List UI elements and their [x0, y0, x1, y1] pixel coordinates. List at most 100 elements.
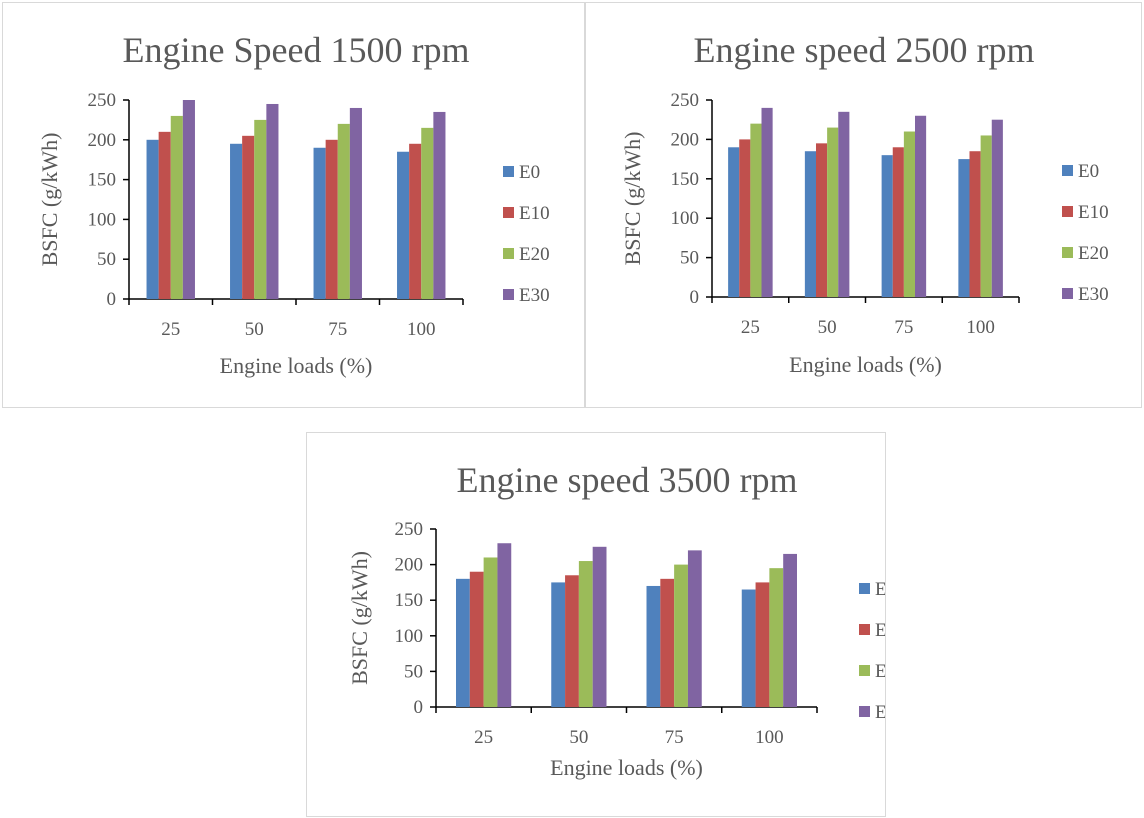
bar-chart-3500: Engine speed 3500 rpm 0 50 100 150 200 250 25 50… — [347, 460, 885, 780]
legend-swatch-e30 — [503, 289, 514, 300]
bar-e30-25 — [761, 107, 773, 297]
x-tick-label: 25 — [161, 319, 180, 340]
legend-swatch-e20 — [859, 665, 870, 676]
legend-swatch-e0 — [503, 166, 514, 177]
bar-e0-50 — [804, 151, 816, 297]
y-tick-label: 250 — [395, 519, 424, 540]
bar-e20-100 — [421, 127, 434, 299]
y-tick-label: 50 — [680, 248, 699, 269]
y-tick-label: 50 — [404, 661, 423, 682]
bar-e10-25 — [739, 139, 751, 297]
bar-e30-100 — [433, 111, 446, 299]
legend-swatch-e10 — [859, 624, 870, 635]
bar-e10-100 — [409, 143, 422, 299]
legend-label-e0: E0 — [1078, 161, 1099, 182]
x-tick-label: 50 — [818, 317, 837, 338]
x-tick-label: 25 — [474, 727, 493, 748]
bar-chart-1500: Engine Speed 1500 rpm 0 50 100 150 200 250 25 50… — [37, 30, 550, 378]
x-tick-label: 100 — [407, 319, 436, 340]
bar-e30-25 — [182, 100, 195, 299]
bar-e0-25 — [728, 147, 740, 297]
y-axis-title: BSFC (g/kWh) — [37, 133, 62, 267]
x-tick-label: 75 — [328, 319, 347, 340]
bar-e0-75 — [881, 155, 893, 297]
legend-label-e20: E20 — [519, 244, 550, 265]
bar-e30-25 — [497, 543, 512, 707]
bar-e0-50 — [230, 143, 243, 299]
x-tick-label: 100 — [966, 317, 995, 338]
legend-label-e10: E10 — [1078, 202, 1109, 223]
legend-label-e0: E0 — [519, 162, 540, 183]
legend-swatch-e0 — [859, 583, 870, 594]
bar-e30-50 — [838, 111, 850, 297]
bar-e20-75 — [674, 564, 688, 707]
bar-e0-100 — [958, 159, 970, 297]
legend-swatch-e10 — [503, 207, 514, 218]
chart-title: Engine speed 2500 rpm — [694, 30, 1035, 70]
chart-panel-1500: Engine Speed 1500 rpm 0 50 100 150 200 250 25 50… — [2, 2, 585, 408]
y-tick-label: 150 — [395, 590, 424, 611]
legend-swatch-e0 — [1062, 165, 1073, 176]
bar-e20-75 — [903, 131, 916, 297]
x-axis-title: Engine loads (%) — [220, 353, 373, 378]
chart-title: Engine speed 3500 rpm — [457, 460, 798, 500]
bar-e30-75 — [687, 550, 702, 707]
bar-e10-50 — [565, 575, 579, 707]
legend-swatch-e20 — [503, 248, 514, 259]
bar-e10-50 — [242, 135, 255, 299]
legend-label-e30: E30 — [1078, 284, 1109, 305]
y-tick-label: 250 — [671, 90, 700, 111]
legend-label-e30: E30 — [875, 702, 885, 723]
legend-swatch-e30 — [1062, 288, 1073, 299]
x-tick-label: 75 — [894, 317, 913, 338]
y-tick-label: 200 — [88, 130, 117, 151]
bar-e0-100 — [741, 589, 756, 707]
y-axis-title: BSFC (g/kWh) — [347, 551, 372, 685]
legend-label-e20: E20 — [1078, 243, 1109, 264]
y-tick-label: 150 — [88, 170, 117, 191]
bar-e10-100 — [969, 151, 981, 297]
bar-e10-75 — [325, 139, 338, 299]
bar-e0-75 — [313, 147, 326, 299]
y-tick-label: 200 — [395, 555, 424, 576]
bar-e10-25 — [158, 131, 171, 299]
y-tick-label: 0 — [690, 287, 700, 308]
legend-swatch-e20 — [1062, 247, 1073, 258]
x-tick-label: 50 — [245, 319, 264, 340]
y-tick-label: 50 — [97, 249, 116, 270]
legend-label-e30: E30 — [519, 285, 550, 306]
x-tick-label: 100 — [755, 727, 784, 748]
chart-panel-3500: Engine speed 3500 rpm 0 50 100 150 200 250 25 50… — [306, 432, 886, 817]
bar-e10-75 — [660, 578, 675, 707]
legend-label-e20: E20 — [875, 661, 885, 682]
x-tick-label: 50 — [569, 727, 588, 748]
x-tick-label: 25 — [741, 317, 760, 338]
bar-e30-75 — [915, 115, 927, 297]
legend-label-e0: E0 — [875, 579, 885, 600]
y-tick-label: 0 — [414, 697, 424, 718]
y-tick-label: 250 — [88, 90, 117, 111]
bar-e10-25 — [469, 571, 484, 707]
y-tick-label: 0 — [107, 289, 117, 310]
bar-chart-2500: Engine speed 2500 rpm 0 50 100 150 200 250 25 50… — [620, 30, 1109, 377]
bar-e20-25 — [483, 557, 498, 707]
bar-e0-100 — [397, 151, 410, 299]
bar-e20-25 — [170, 115, 183, 299]
bar-e30-75 — [349, 107, 362, 300]
bar-e20-75 — [337, 123, 350, 299]
bar-e0-25 — [146, 139, 159, 299]
x-axis-title: Engine loads (%) — [550, 755, 703, 780]
bar-e0-25 — [456, 578, 470, 707]
bar-e20-50 — [254, 119, 267, 300]
y-axis-title: BSFC (g/kWh) — [620, 132, 645, 266]
bar-e10-75 — [892, 147, 904, 297]
bar-e10-50 — [815, 143, 828, 297]
chart-title: Engine Speed 1500 rpm — [123, 30, 470, 70]
bar-e30-50 — [266, 103, 279, 299]
y-tick-label: 100 — [395, 626, 424, 647]
bar-e20-50 — [827, 127, 839, 297]
y-tick-label: 150 — [671, 169, 700, 190]
legend-swatch-e10 — [1062, 206, 1073, 217]
legend-label-e10: E10 — [875, 620, 885, 641]
bar-e20-25 — [750, 123, 762, 297]
